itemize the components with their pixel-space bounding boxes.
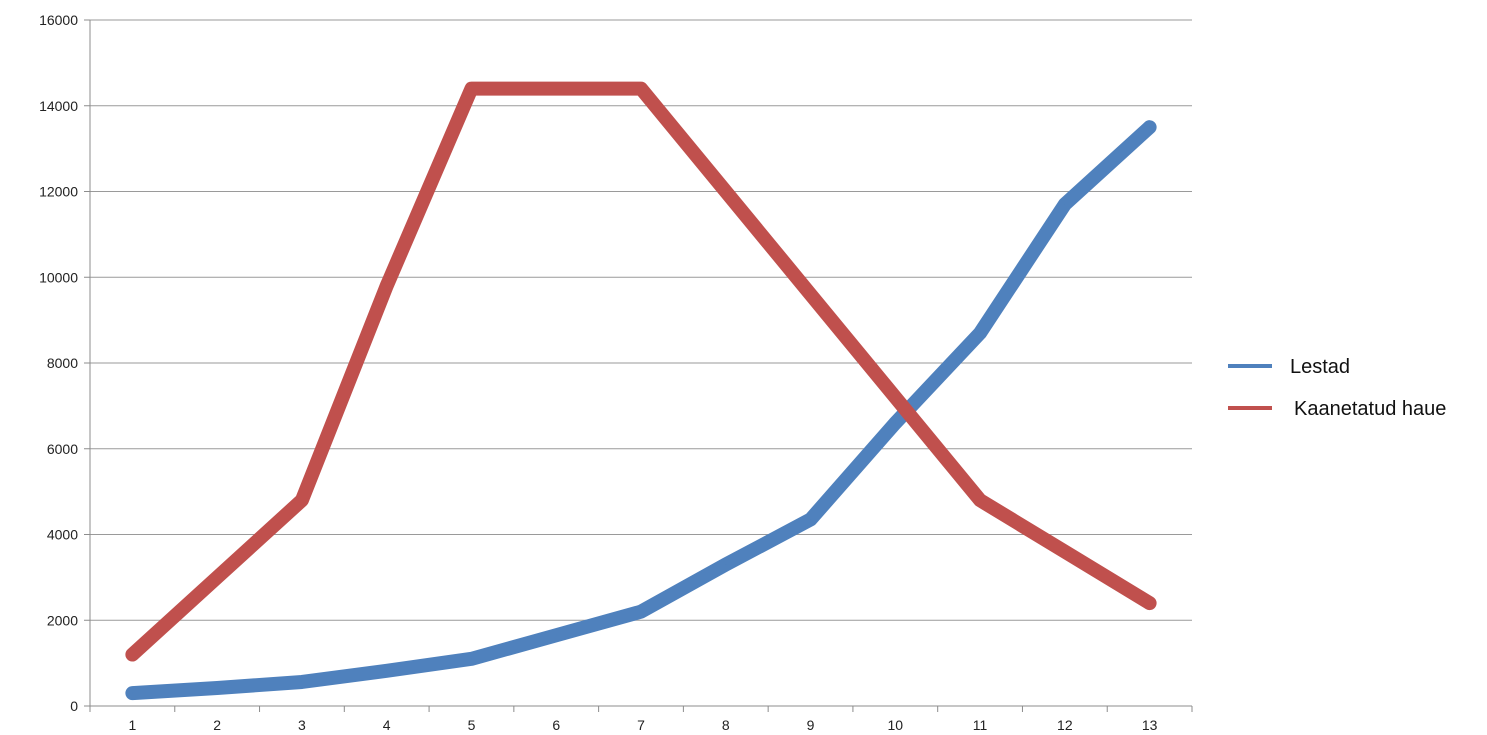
y-tick-label: 0 [70, 698, 78, 714]
y-tick-label: 2000 [47, 612, 78, 628]
data-point [386, 285, 388, 287]
data-point [1149, 126, 1151, 128]
x-tick-label: 7 [637, 717, 645, 733]
data-point [216, 687, 218, 689]
data-point [216, 576, 218, 578]
y-axis-tick-labels: 0 2000 4000 6000 8000 10000 12000 14000 16000 [39, 12, 78, 714]
data-point [1149, 602, 1151, 604]
data-point [640, 88, 642, 90]
data-point [810, 293, 812, 295]
data-point [301, 499, 303, 501]
x-tick-label: 1 [128, 717, 136, 733]
data-point [301, 681, 303, 683]
x-tick-label: 2 [213, 717, 221, 733]
data-point [894, 396, 896, 398]
x-tick-label: 8 [722, 717, 730, 733]
axes [84, 19, 1193, 712]
x-axis-tick-labels: 1 2 3 4 5 6 7 8 9 10 11 12 13 [128, 717, 1157, 733]
x-tick-label: 11 [973, 717, 988, 733]
legend: Lestad Kaanetatud haue [1228, 356, 1446, 420]
data-point [1064, 203, 1066, 205]
data-point [894, 422, 896, 424]
x-tick-label: 5 [468, 717, 476, 733]
y-tick-label: 16000 [39, 12, 78, 28]
data-point [979, 499, 981, 501]
series-line-1 [125, 120, 1157, 701]
legend-label: Lestad [1290, 356, 1350, 378]
x-tick-label: 9 [807, 717, 815, 733]
data-point [470, 88, 472, 90]
data-point [555, 634, 557, 636]
data-point [1064, 551, 1066, 553]
data-point [131, 692, 133, 694]
series-lines [125, 81, 1157, 701]
data-point [131, 654, 133, 656]
x-tick-label: 13 [1142, 717, 1158, 733]
legend-label: Kaanetatud haue [1294, 398, 1446, 420]
data-point [386, 670, 388, 672]
x-tick-label: 4 [383, 717, 391, 733]
y-tick-label: 10000 [39, 269, 78, 285]
x-tick-label: 3 [298, 717, 306, 733]
x-tick-label: 6 [552, 717, 560, 733]
data-point [979, 332, 981, 334]
y-tick-label: 6000 [47, 441, 78, 457]
y-tick-label: 14000 [39, 98, 78, 114]
data-point [810, 518, 812, 520]
data-point [725, 564, 727, 566]
data-point [555, 88, 557, 90]
y-tick-label: 12000 [39, 184, 78, 200]
x-tick-label: 10 [888, 717, 904, 733]
y-tick-label: 8000 [47, 355, 78, 371]
series-line-2 [125, 81, 1157, 662]
data-point [640, 611, 642, 613]
data-point [470, 658, 472, 660]
y-tick-label: 4000 [47, 527, 78, 543]
x-tick-label: 12 [1057, 717, 1073, 733]
data-point [725, 191, 727, 192]
